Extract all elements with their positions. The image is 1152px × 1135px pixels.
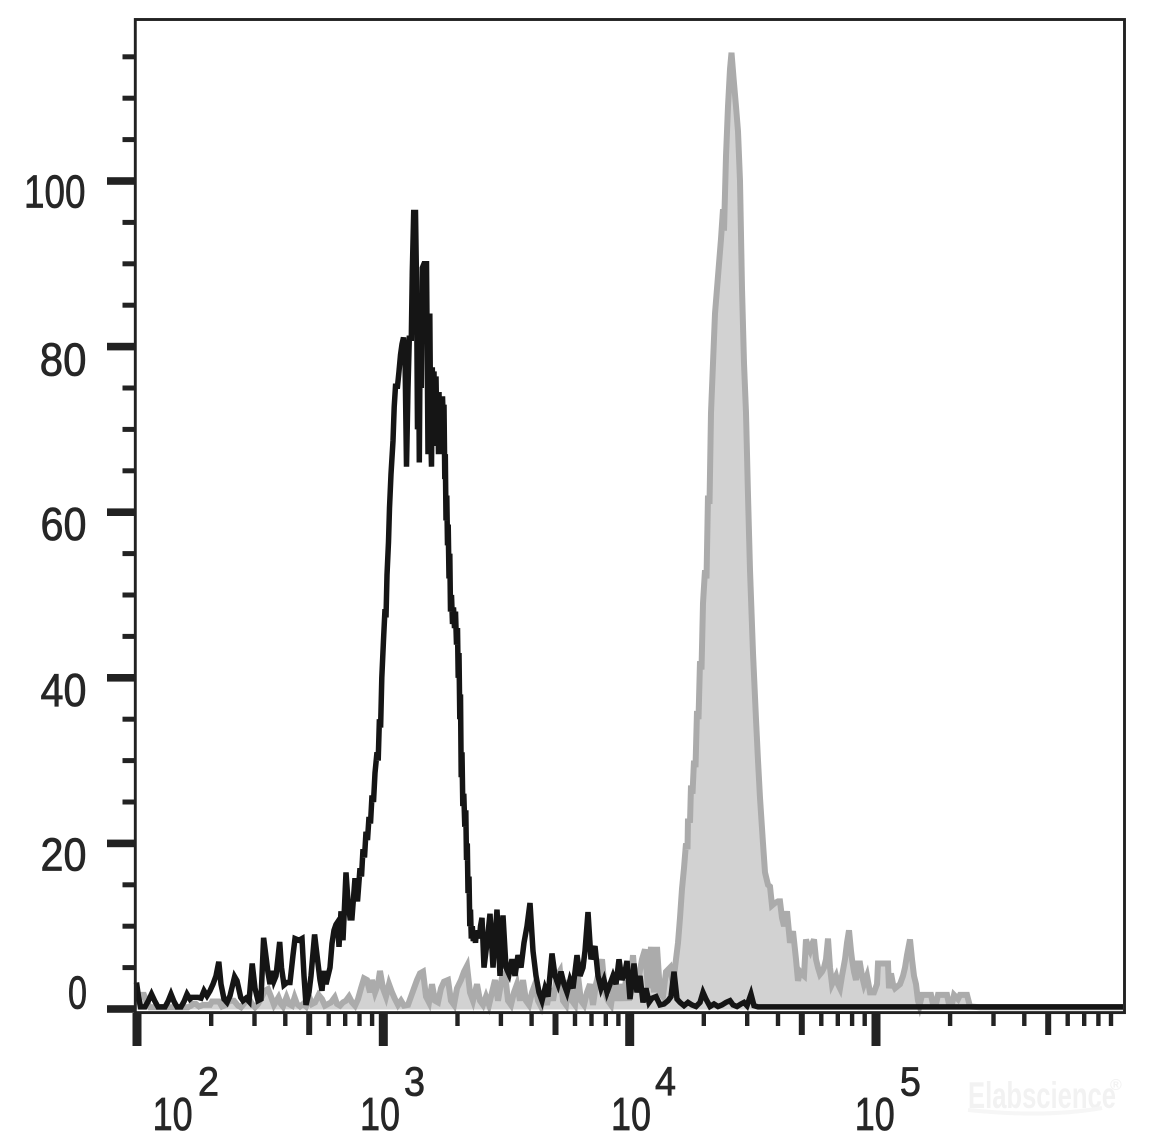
- svg-text:10: 10: [153, 1088, 193, 1135]
- svg-text:®: ®: [1110, 1077, 1122, 1094]
- svg-text:4: 4: [655, 1059, 676, 1105]
- svg-text:10: 10: [855, 1088, 895, 1135]
- svg-text:40: 40: [41, 664, 87, 716]
- svg-text:0: 0: [68, 966, 87, 1018]
- svg-text:20: 20: [41, 828, 87, 880]
- svg-text:10: 10: [360, 1088, 400, 1135]
- svg-text:10: 10: [611, 1088, 651, 1135]
- svg-text:60: 60: [41, 498, 87, 550]
- svg-text:80: 80: [40, 333, 87, 385]
- svg-text:2: 2: [198, 1059, 219, 1105]
- svg-text:3: 3: [404, 1059, 425, 1105]
- svg-text:100: 100: [24, 166, 86, 218]
- svg-text:5: 5: [900, 1059, 921, 1105]
